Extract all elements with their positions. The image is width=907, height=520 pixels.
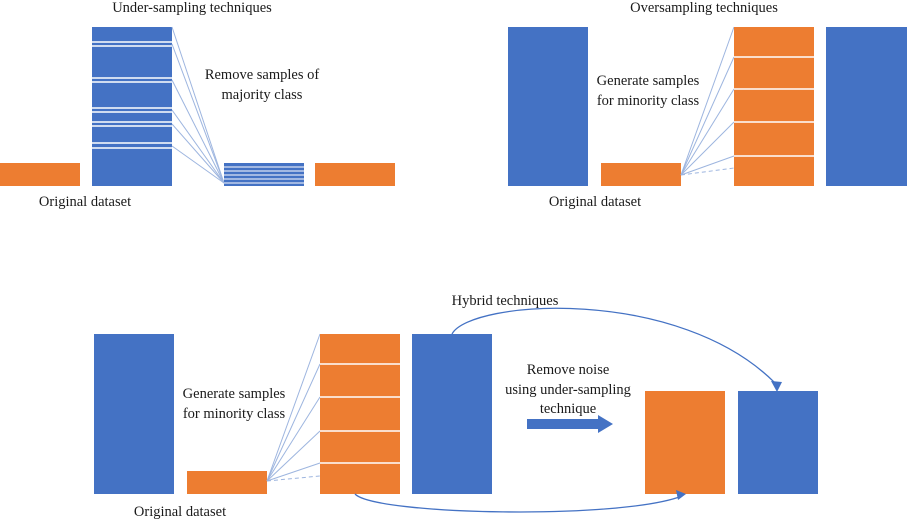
over-original-majority-bar [508,27,588,186]
hybrid-annotation-line-2: for minority class [183,406,286,422]
under-original-majority-bar [92,27,172,186]
oversampling-panel: Oversampling techniques Generate samples… [508,0,907,210]
hybrid-panel: Hybrid techniques Generate samples for m… [94,293,818,520]
hybrid-noise-line-2: using under-sampling [505,382,631,398]
hybrid-top-curve-arrow [451,307,778,386]
hybrid-majority-bar [412,334,492,494]
hybrid-right-arrow-icon [527,415,613,433]
under-reduced-majority-bar [224,163,304,186]
hybrid-title: Hybrid techniques [452,293,559,309]
oversampling-title: Oversampling techniques [630,0,778,16]
under-removal-fan-lines [171,26,225,184]
under-result-minority-bar [315,163,395,186]
under-annotation-line-1: Remove samples of [205,67,320,83]
hybrid-result-majority-bar [738,391,818,494]
over-generation-fan-lines [680,26,735,176]
hybrid-original-dataset-caption: Original dataset [134,504,226,520]
over-annotation-line-1: Generate samples [597,73,700,89]
over-original-dataset-caption: Original dataset [549,194,641,210]
hybrid-generation-fan-lines [266,333,321,482]
hybrid-bottom-curve-arrow [354,493,683,513]
over-annotation-line-2: for minority class [597,93,700,109]
hybrid-noise-line-3: technique [540,401,596,417]
hybrid-result-minority-bar [645,391,725,494]
hybrid-annotation-line-1: Generate samples [183,386,286,402]
over-original-minority-bar [601,163,681,186]
under-original-dataset-caption: Original dataset [39,194,131,210]
under-sampling-title: Under-sampling techniques [112,0,272,16]
hybrid-generated-minority-bar [320,334,400,494]
under-original-minority-bar [0,163,80,186]
under-sampling-panel: Under-sampling techniques Remove s [0,0,395,210]
over-generated-minority-bar [734,27,814,186]
hybrid-original-majority-bar [94,334,174,494]
hybrid-noise-line-1: Remove noise [527,362,610,378]
over-result-majority-bar [826,27,907,186]
hybrid-top-arrowhead-icon [771,381,782,392]
hybrid-bottom-arrowhead-icon [676,490,686,500]
hybrid-original-minority-bar [187,471,267,494]
under-annotation-line-2: majority class [222,87,303,103]
